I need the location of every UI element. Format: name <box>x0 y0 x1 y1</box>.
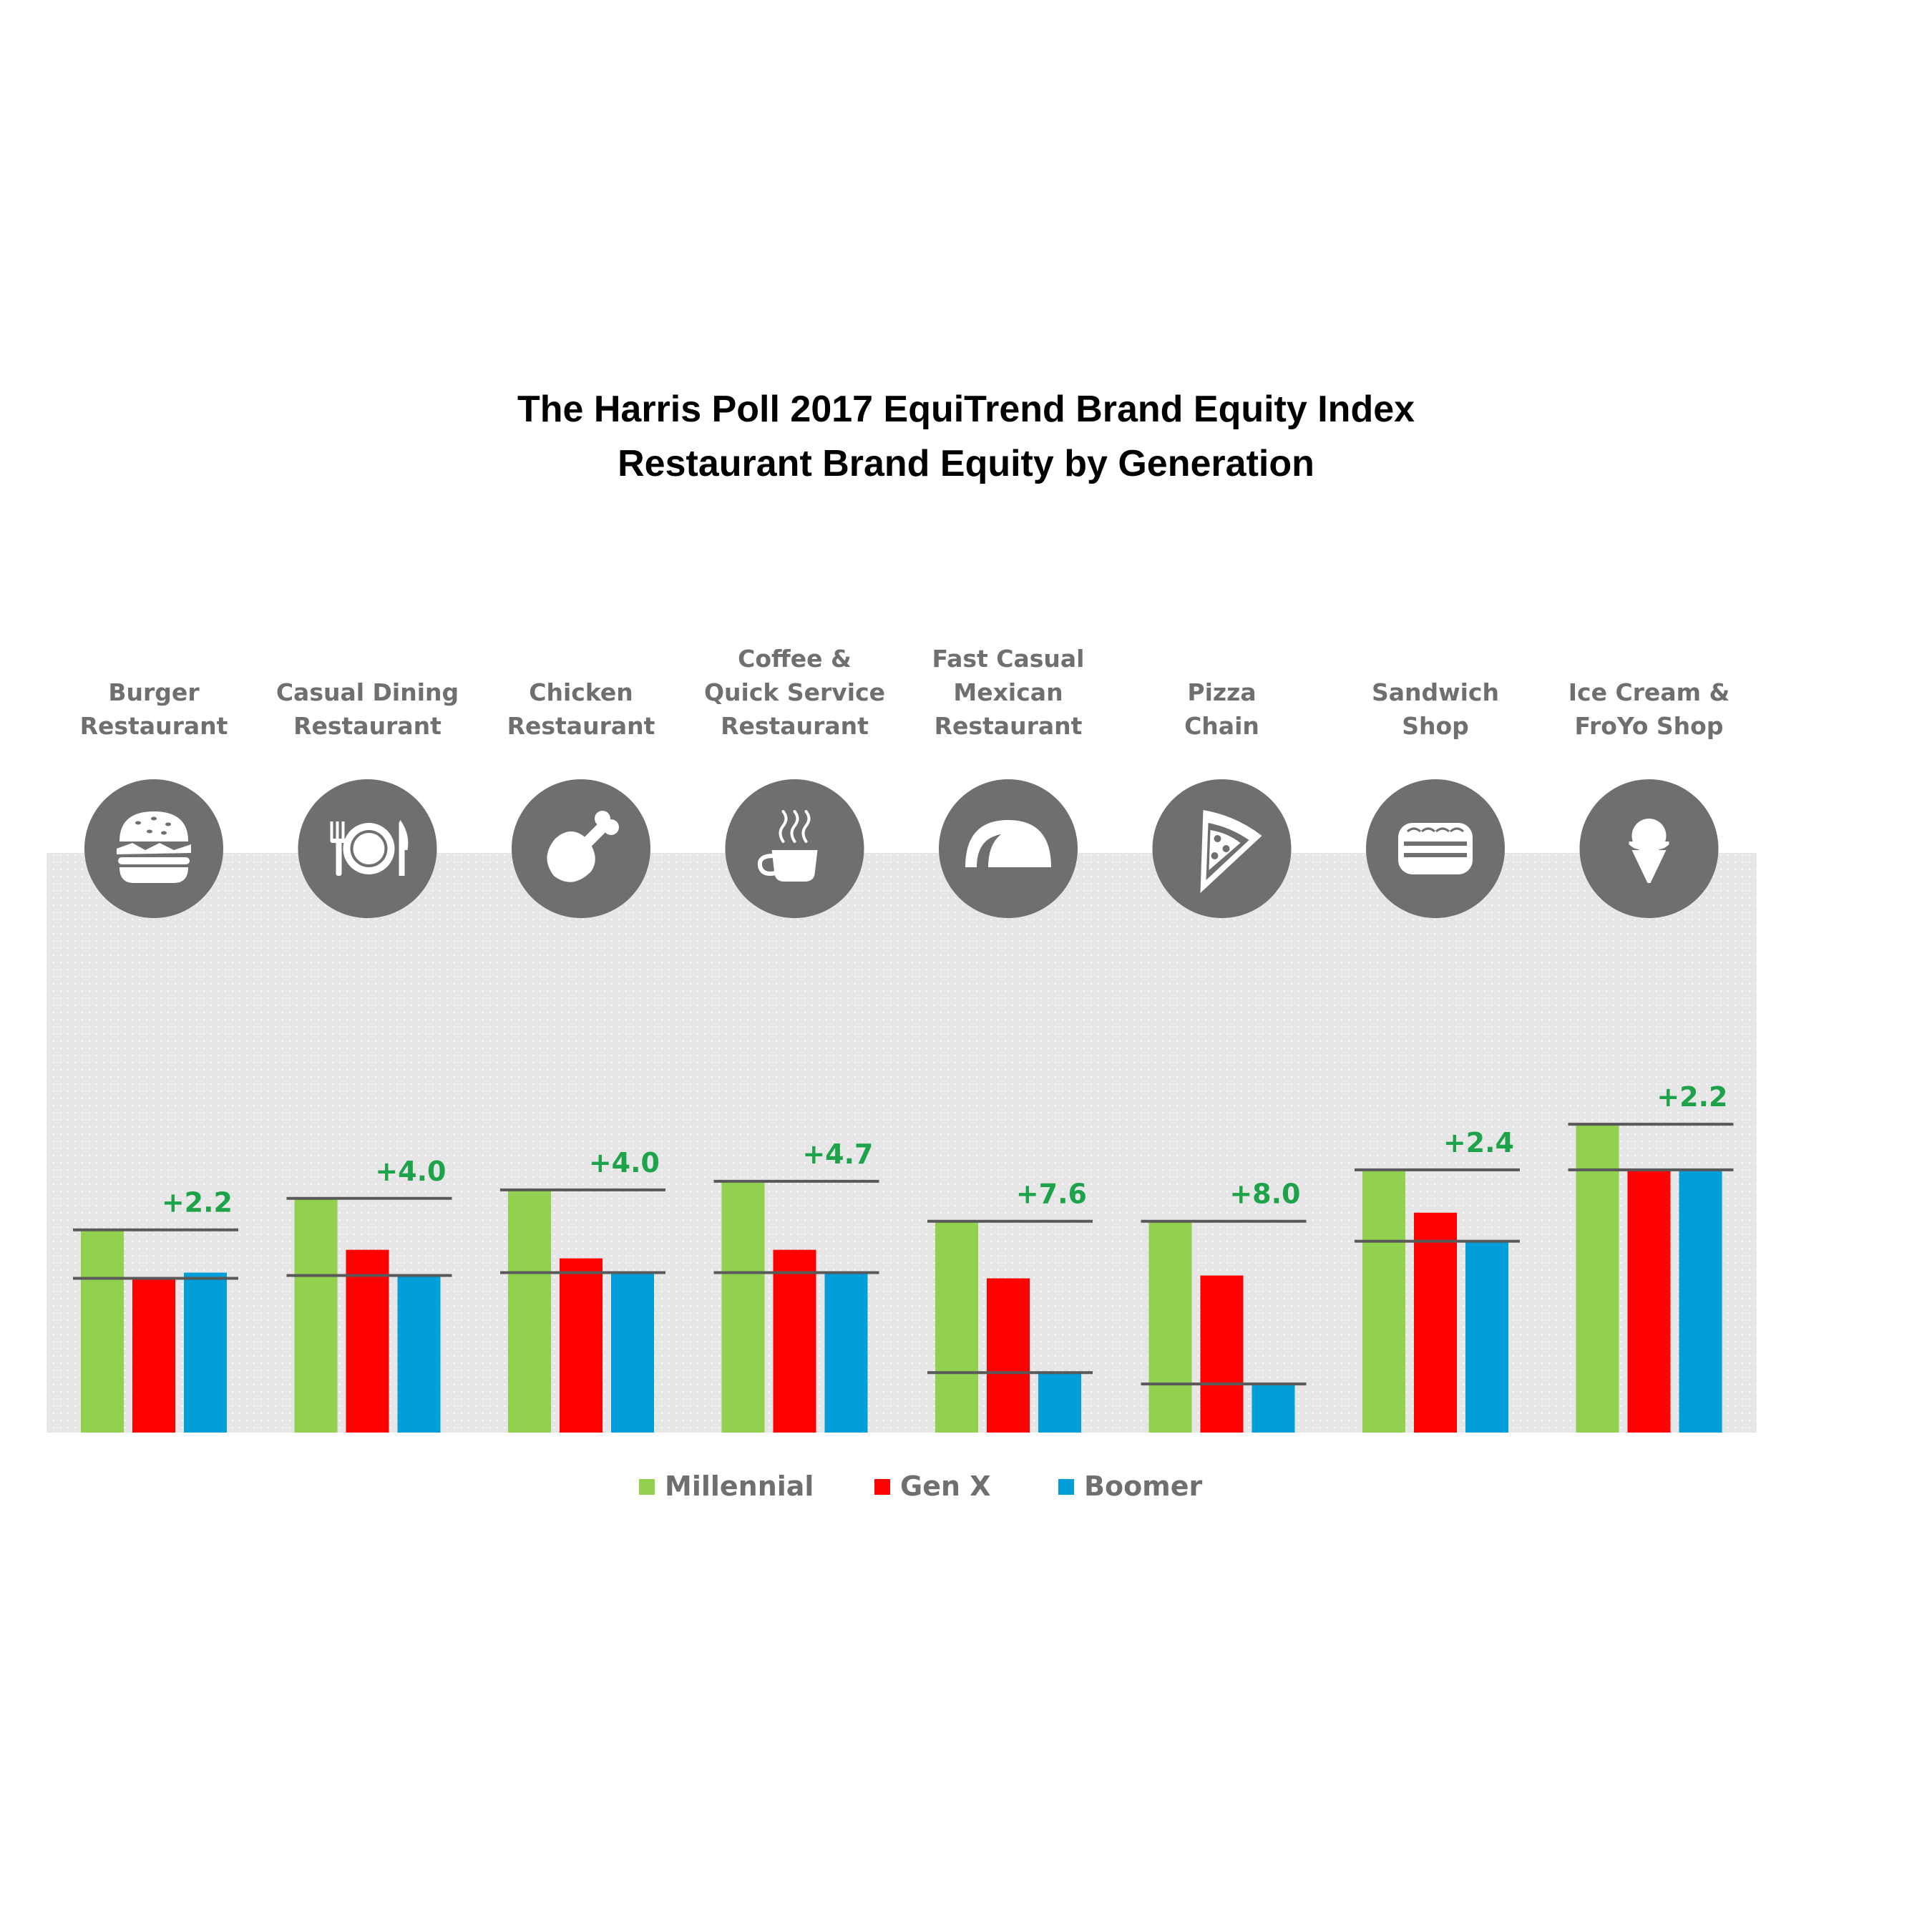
legend-label: Boomer <box>1084 1470 1203 1502</box>
category-label: Restaurant <box>80 712 228 740</box>
bar-gen-x <box>773 1249 816 1433</box>
category-label: Chain <box>1184 712 1259 740</box>
bar-millennial <box>1576 1124 1619 1433</box>
sandwich-icon <box>1366 779 1505 918</box>
bar-gen-x <box>987 1278 1030 1433</box>
legend-item: Gen X <box>874 1470 991 1502</box>
category-label: Restaurant <box>293 712 441 740</box>
bar-boomer <box>184 1272 227 1433</box>
taco-icon <box>939 779 1078 918</box>
category-label: Pizza <box>1187 678 1256 706</box>
category-label: Restaurant <box>721 712 869 740</box>
category-label: Restaurant <box>935 712 1083 740</box>
difference-label: +4.7 <box>802 1138 873 1170</box>
reference-lines-layer: +2.2 +4.0 +4.0 +4.7 +7.6 +8.0 +2.4 +2.2 <box>73 1081 1734 1386</box>
pizza-slice-icon <box>1152 779 1292 918</box>
chicken-leg-icon <box>512 779 650 918</box>
difference-label: +4.0 <box>375 1156 446 1187</box>
bar-millennial <box>81 1229 124 1433</box>
bar-boomer <box>1252 1384 1295 1433</box>
category-label: FroYo Shop <box>1575 712 1724 740</box>
bars-layer <box>81 1124 1722 1433</box>
category-label: Casual Dining <box>276 678 459 706</box>
bar-boomer <box>1679 1169 1722 1433</box>
chart-title: The Harris Poll 2017 EquiTrend Brand Equ… <box>517 389 1415 484</box>
plate-cutlery-icon <box>298 779 437 918</box>
difference-label: +7.6 <box>1016 1179 1087 1210</box>
legend-item: Millennial <box>639 1470 814 1502</box>
legend: Millennial Gen X Boomer <box>639 1470 1203 1502</box>
bar-boomer <box>1465 1241 1508 1433</box>
category-label: Fast Casual <box>932 645 1085 673</box>
coffee-cup-icon <box>725 779 864 918</box>
difference-label: +2.2 <box>162 1187 233 1219</box>
bar-millennial <box>935 1221 978 1433</box>
legend-label: Gen X <box>900 1470 991 1502</box>
legend-swatch <box>874 1479 890 1495</box>
legend-swatch <box>639 1479 655 1495</box>
ice-cream-cone-icon <box>1579 779 1719 918</box>
difference-label: +2.4 <box>1443 1127 1514 1158</box>
difference-label: +8.0 <box>1229 1179 1300 1210</box>
category-label: Mexican <box>953 678 1063 706</box>
chart-title-line-1: The Harris Poll 2017 EquiTrend Brand Equ… <box>517 389 1415 430</box>
burger-icon <box>84 779 223 918</box>
category-label: Shop <box>1402 712 1469 740</box>
category-label: Restaurant <box>507 712 655 740</box>
bar-gen-x <box>560 1258 602 1433</box>
difference-label: +2.2 <box>1657 1081 1727 1113</box>
bar-millennial <box>1362 1169 1405 1433</box>
bar-boomer <box>397 1275 441 1433</box>
bar-millennial <box>721 1181 765 1433</box>
category-label: Quick Service <box>704 678 885 706</box>
bar-gen-x <box>1414 1212 1457 1433</box>
category-label: Burger <box>108 678 200 706</box>
bar-gen-x <box>1200 1275 1244 1433</box>
category-label: Ice Cream & <box>1568 678 1730 706</box>
categories-layer: Burger Restaurant Casual Dining Restaurant C… <box>80 645 1730 918</box>
icon-circle <box>725 779 864 918</box>
bar-boomer <box>611 1272 654 1433</box>
legend-item: Boomer <box>1058 1470 1203 1502</box>
legend-swatch <box>1058 1479 1074 1495</box>
legend-label: Millennial <box>665 1470 814 1502</box>
category-label: Chicken <box>529 678 633 706</box>
category-label: Coffee & <box>738 645 852 673</box>
bar-gen-x <box>346 1249 389 1433</box>
bar-millennial <box>508 1189 551 1433</box>
bar-millennial <box>1148 1221 1192 1433</box>
difference-label: +4.0 <box>589 1147 660 1179</box>
chart-title-line-2: Restaurant Brand Equity by Generation <box>618 443 1314 484</box>
bar-boomer <box>1038 1372 1081 1433</box>
category-label: Sandwich <box>1372 678 1499 706</box>
bar-boomer <box>824 1272 868 1433</box>
bar-millennial <box>294 1198 338 1433</box>
bar-gen-x <box>1627 1169 1671 1433</box>
bar-gen-x <box>132 1278 175 1433</box>
